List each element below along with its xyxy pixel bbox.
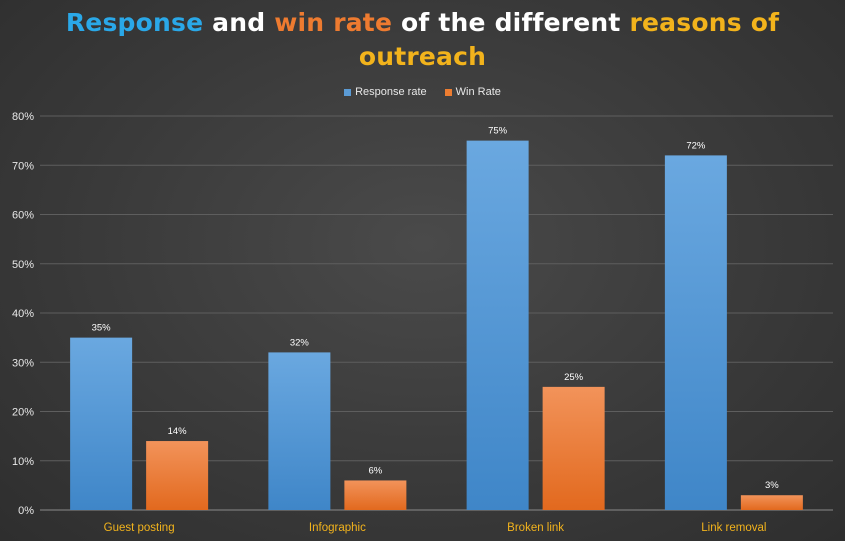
y-tick-label: 40% (12, 308, 34, 320)
bar-win-rate-link-removal[interactable] (740, 495, 803, 510)
x-tick-label: Broken link (507, 522, 564, 534)
legend-label-response-rate: Response rate (355, 86, 427, 98)
x-axis: Guest posting Infographic Broken link Link … (104, 522, 767, 534)
y-tick-label: 50% (12, 259, 34, 271)
data-label-win-rate-broken-link: 25% (564, 372, 584, 383)
y-tick-label: 60% (12, 210, 34, 222)
data-label-win-rate-link-removal: 3% (765, 480, 779, 491)
legend: Response rate Win Rate (0, 86, 845, 98)
title-of-the-different: of the different (392, 8, 630, 37)
data-label-response-rate-guest-posting: 35% (92, 323, 112, 334)
title-reasons-of: reasons of (629, 8, 780, 37)
y-axis: 0% 10% 20% 30% 40% 50% 60% 70% 80% (12, 111, 34, 517)
bar-win-rate-guest-posting[interactable] (146, 441, 209, 510)
title-outreach: outreach (358, 42, 487, 71)
legend-item-win-rate[interactable]: Win Rate (444, 86, 501, 98)
legend-swatch-response-rate (344, 88, 352, 96)
y-tick-label: 80% (12, 111, 34, 123)
bar-response-rate-broken-link[interactable] (466, 140, 529, 510)
chart-title: Response and win rate of the different r… (0, 6, 845, 74)
legend-swatch-win-rate (444, 88, 452, 96)
x-tick-label: Guest posting (104, 522, 175, 534)
y-tick-label: 0% (18, 505, 34, 517)
data-label-win-rate-guest-posting: 14% (168, 426, 188, 437)
x-tick-label: Infographic (309, 522, 366, 534)
data-label-win-rate-infographic: 6% (369, 465, 383, 476)
title-win-rate: win rate (274, 8, 393, 37)
title-and: and (203, 8, 275, 37)
data-labels: 35% 14% 32% 6% 75% 25% 72% 3% (92, 126, 780, 492)
y-tick-label: 30% (12, 357, 34, 369)
bar-win-rate-broken-link[interactable] (542, 386, 605, 510)
data-label-response-rate-broken-link: 75% (488, 126, 508, 137)
bars (70, 140, 803, 510)
y-tick-label: 20% (12, 407, 34, 419)
data-label-response-rate-link-removal: 72% (686, 140, 706, 151)
bar-response-rate-infographic[interactable] (268, 352, 331, 510)
title-response: Response (65, 8, 204, 37)
bar-response-rate-link-removal[interactable] (664, 155, 727, 510)
legend-item-response-rate[interactable]: Response rate (344, 86, 427, 98)
data-label-response-rate-infographic: 32% (290, 337, 310, 348)
bar-response-rate-guest-posting[interactable] (70, 337, 133, 510)
bar-win-rate-infographic[interactable] (344, 480, 407, 510)
legend-label-win-rate: Win Rate (455, 86, 501, 98)
y-tick-label: 10% (12, 456, 34, 468)
x-tick-label: Link removal (701, 522, 766, 534)
y-tick-label: 70% (12, 160, 34, 172)
